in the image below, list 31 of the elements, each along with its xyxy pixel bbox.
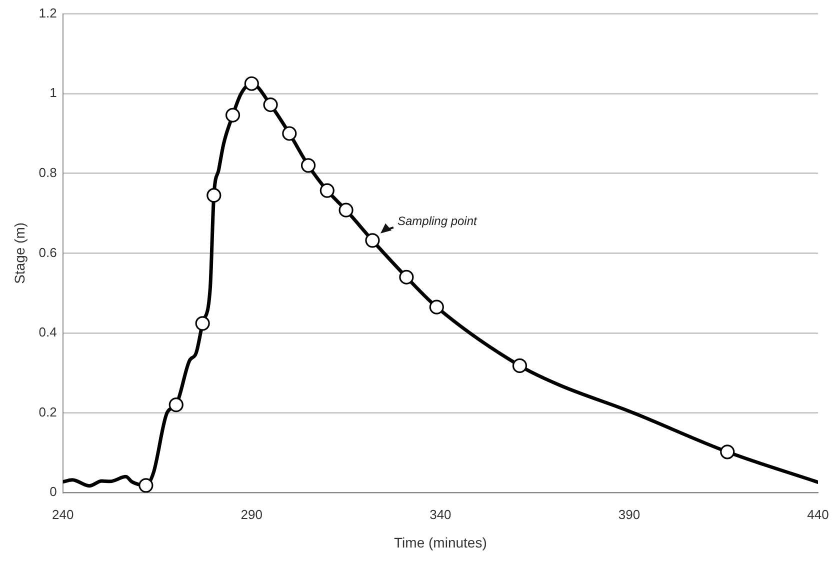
point <box>512 358 528 374</box>
point <box>338 202 354 218</box>
point <box>365 233 380 248</box>
y-tick-label: 1.2 <box>38 5 57 20</box>
point <box>206 188 222 203</box>
x-tick-label: 240 <box>52 506 74 522</box>
annotation: Sampling point <box>397 214 478 228</box>
point <box>263 97 278 112</box>
point <box>300 158 316 173</box>
x-tick-label: 390 <box>618 506 640 522</box>
x-tick-label: 290 <box>240 506 263 522</box>
point <box>225 108 240 122</box>
y-tick-label: 1 <box>50 85 57 100</box>
y-tick-label: 0.4 <box>38 324 57 340</box>
point <box>168 398 184 412</box>
point <box>138 478 154 493</box>
y-tick-label: 0.8 <box>38 164 57 180</box>
y-tick-label: 0.2 <box>38 404 57 420</box>
y-axis-title: Stage (m) <box>11 222 28 284</box>
y-tick-label: 0 <box>50 484 57 500</box>
point <box>195 316 210 331</box>
x-tick-label: 340 <box>430 506 452 522</box>
point <box>282 126 297 141</box>
point <box>720 444 735 460</box>
x-tick-label: 440 <box>807 506 829 522</box>
x-axis-title: Time (minutes) <box>394 534 487 550</box>
point <box>320 183 334 198</box>
y-tick-label: 0.6 <box>38 244 57 260</box>
point <box>429 300 444 314</box>
point <box>244 76 259 91</box>
point <box>399 270 414 284</box>
